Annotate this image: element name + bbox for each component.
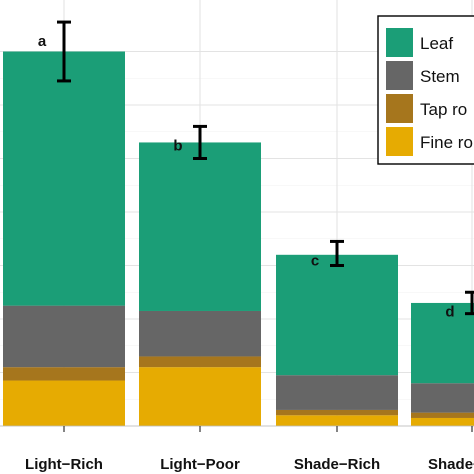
bar-segment-stem [411, 383, 474, 413]
bar-segment-tap-roots [411, 412, 474, 418]
legend-label: Fine ro [420, 133, 473, 152]
bar-segment-leaf [411, 302, 474, 384]
bar-segment-stem [276, 375, 398, 410]
significance-letter: a [38, 33, 47, 50]
legend-swatch [386, 61, 413, 90]
bar-segment-stem [139, 310, 261, 357]
bar-segment-tap-roots [276, 409, 398, 416]
significance-letter: b [173, 137, 182, 154]
x-tick-label: Light−Rich [25, 456, 103, 473]
bar-segment-tap-roots [139, 356, 261, 368]
bar-segment-fine-roots [139, 367, 261, 426]
significance-letter: d [445, 303, 454, 320]
legend-label: Leaf [420, 34, 453, 53]
x-axis: Light−Rich Light−Poor Shade−Rich Shade−Poor [0, 425, 474, 473]
legend-label: Stem [420, 67, 460, 86]
bar-segment-stem [3, 305, 125, 368]
legend-swatch [386, 28, 413, 57]
x-tick-label: Light−Poor [160, 456, 240, 473]
bar-segment-leaf [3, 51, 125, 306]
bars [3, 51, 474, 426]
legend: Leaf Stem Tap ro Fine ro [377, 15, 474, 165]
bar-segment-fine-roots [411, 417, 474, 426]
bar-segment-fine-roots [3, 380, 125, 426]
significance-letter: c [311, 252, 319, 269]
bar-segment-leaf [276, 254, 398, 376]
bar-segment-leaf [139, 142, 261, 311]
bar-segment-tap-roots [3, 367, 125, 381]
legend-swatch [386, 94, 413, 123]
x-tick-label: Shade−Poor [428, 456, 474, 473]
x-tick-label: Shade−Rich [294, 456, 380, 473]
error-bars: a b c d [38, 20, 474, 320]
legend-swatch [386, 127, 413, 156]
bar-segment-fine-roots [276, 415, 398, 426]
legend-label: Tap ro [420, 100, 467, 119]
